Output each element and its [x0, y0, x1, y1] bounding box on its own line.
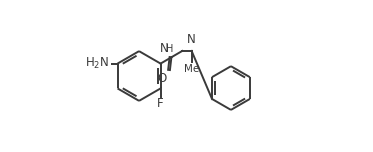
Text: H: H — [166, 44, 173, 54]
Text: Me: Me — [184, 64, 199, 74]
Text: N: N — [187, 33, 196, 46]
Text: N: N — [160, 42, 169, 55]
Text: H$_2$N: H$_2$N — [85, 56, 109, 71]
Text: O: O — [157, 72, 166, 85]
Text: F: F — [157, 97, 164, 111]
